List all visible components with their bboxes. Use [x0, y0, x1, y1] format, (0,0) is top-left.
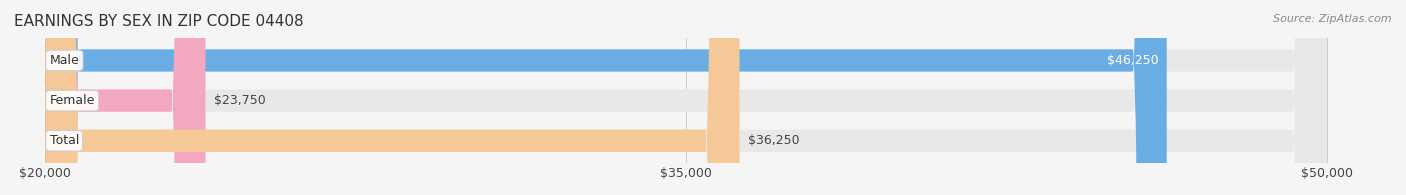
FancyBboxPatch shape [45, 0, 205, 195]
Text: Total: Total [49, 134, 79, 147]
FancyBboxPatch shape [45, 0, 1327, 195]
FancyBboxPatch shape [45, 0, 1327, 195]
Text: $23,750: $23,750 [214, 94, 266, 107]
Text: Source: ZipAtlas.com: Source: ZipAtlas.com [1274, 14, 1392, 24]
FancyBboxPatch shape [45, 0, 740, 195]
Text: Male: Male [49, 54, 79, 67]
Text: Female: Female [49, 94, 96, 107]
Text: $46,250: $46,250 [1107, 54, 1159, 67]
Text: EARNINGS BY SEX IN ZIP CODE 04408: EARNINGS BY SEX IN ZIP CODE 04408 [14, 14, 304, 29]
FancyBboxPatch shape [45, 0, 1167, 195]
FancyBboxPatch shape [45, 0, 1327, 195]
Text: $36,250: $36,250 [748, 134, 800, 147]
